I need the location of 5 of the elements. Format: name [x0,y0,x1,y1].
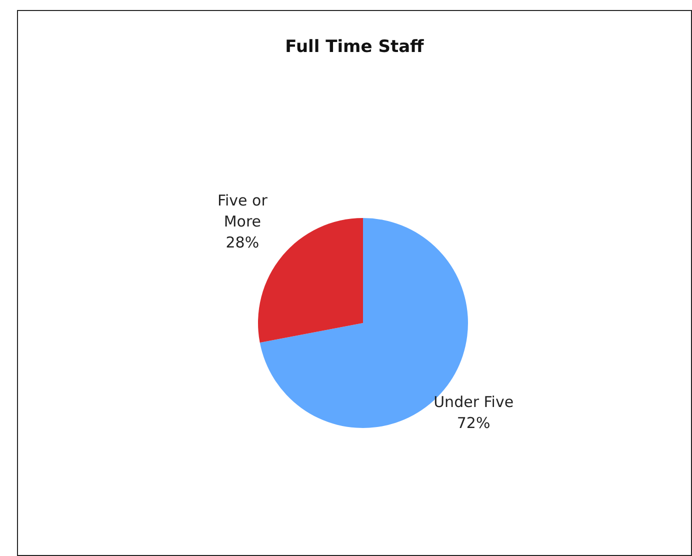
chart-title: Full Time Staff [284,37,425,57]
slice-label: Five or More [217,191,268,230]
data-label: 28% [226,233,260,252]
data-label: 72% [456,414,490,432]
slice-label: Under Five [434,393,514,412]
